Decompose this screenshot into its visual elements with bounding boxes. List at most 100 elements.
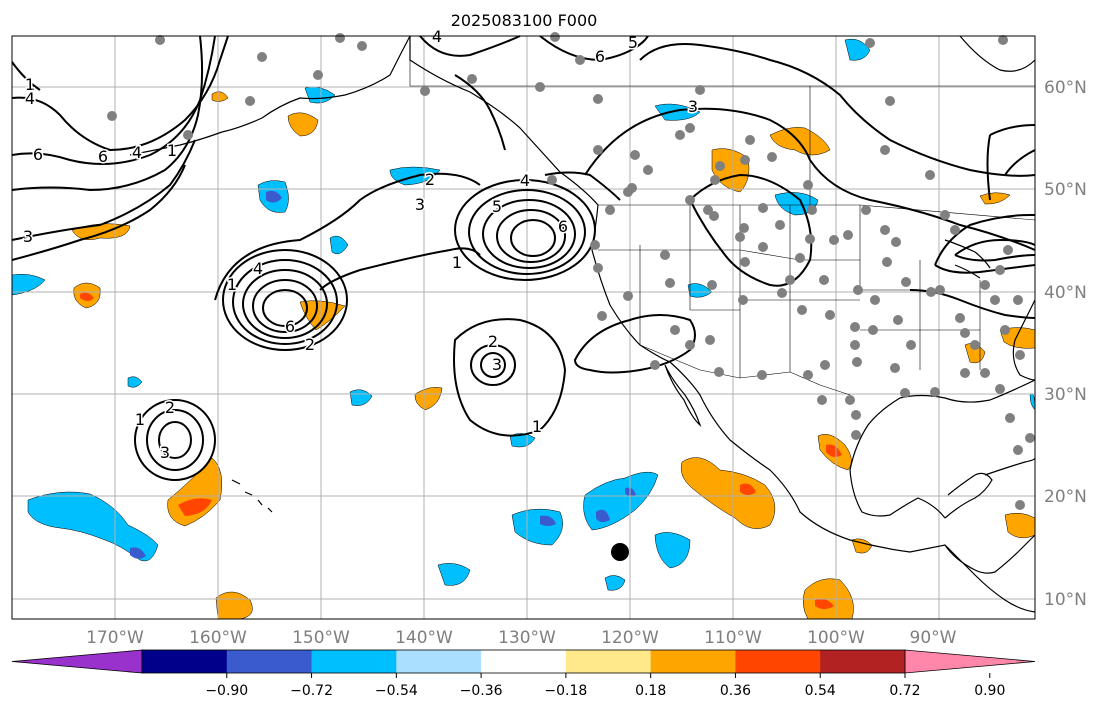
- contour-label: 3: [160, 443, 170, 462]
- lat-label: 10°N: [1044, 590, 1087, 610]
- station-dot: [990, 295, 1000, 305]
- colorbar: −0.90 −0.72 −0.54 −0.36 −0.18 0.18 0.36 0.54 0.7…: [11, 649, 1036, 699]
- station-dot: [1025, 433, 1035, 443]
- aleutian-islands: [129, 131, 223, 156]
- station-dot: [245, 96, 255, 106]
- great-lakes: [944, 239, 991, 279]
- hawaii-islands: [231, 479, 273, 513]
- positive-anomaly-patch: [711, 148, 750, 193]
- station-dot: [715, 161, 725, 171]
- station-dot: [882, 257, 892, 267]
- station-dots: [107, 32, 1035, 510]
- station-dot: [817, 395, 827, 405]
- station-dot: [829, 235, 839, 245]
- station-dot: [758, 203, 768, 213]
- station-dot: [767, 152, 777, 162]
- lon-label: 110°W: [704, 628, 762, 648]
- station-dot: [745, 135, 755, 145]
- station-dot: [930, 387, 940, 397]
- contour-label: 1: [452, 253, 462, 272]
- lon-label: 120°W: [601, 628, 659, 648]
- contour-label: 4: [253, 259, 263, 278]
- colorbar-tick-label: −0.90: [205, 683, 248, 699]
- negative-anomaly-patch: [654, 103, 701, 121]
- strong-positive-anomaly-patch: [740, 483, 756, 495]
- negative-anomaly-patch: [604, 575, 626, 591]
- station-dot: [885, 96, 895, 106]
- station-dot: [675, 130, 685, 140]
- east-coast: [1012, 299, 1036, 381]
- station-dot: [807, 205, 817, 215]
- station-dot: [980, 280, 990, 290]
- station-dot: [593, 94, 603, 104]
- station-dot: [825, 310, 835, 320]
- station-dot: [703, 205, 713, 215]
- station-dot: [685, 340, 695, 350]
- contour-label: 6: [98, 147, 108, 166]
- station-dot: [739, 223, 749, 233]
- station-dot: [107, 111, 117, 121]
- strong-positive-anomaly-patch: [80, 292, 94, 301]
- station-dot: [623, 291, 633, 301]
- contour-label: 6: [285, 317, 295, 336]
- colorbar-segment: [650, 650, 736, 673]
- station-dot: [643, 165, 653, 175]
- colorbar-tick-label: 0.90: [974, 683, 1005, 699]
- station-dot: [870, 295, 880, 305]
- station-dot: [850, 322, 860, 332]
- station-dot: [660, 250, 670, 260]
- anomaly-shading: [11, 38, 1036, 620]
- positive-anomaly-patch: [769, 127, 831, 156]
- contour-label: 5: [492, 197, 502, 216]
- yucatan: [944, 472, 993, 519]
- lon-label: 170°W: [86, 628, 144, 648]
- station-dot: [797, 305, 807, 315]
- station-dot: [890, 363, 900, 373]
- contour-label: 3: [415, 195, 425, 214]
- lon-label: 90°W: [910, 628, 957, 648]
- station-dot: [735, 232, 745, 242]
- lat-label: 60°N: [1044, 78, 1087, 98]
- station-dot: [670, 325, 680, 335]
- negative-anomaly-patch: [127, 376, 143, 388]
- colorbar-segment: [735, 650, 821, 673]
- station-dot: [1015, 350, 1025, 360]
- station-dot: [970, 340, 980, 350]
- station-dot: [650, 360, 660, 370]
- station-dot: [183, 130, 193, 140]
- contour-label: 1: [167, 141, 177, 160]
- lat-label: 30°N: [1044, 385, 1087, 405]
- contour-label: 3: [688, 97, 698, 116]
- gridlines: [12, 36, 1035, 619]
- station-dot: [313, 70, 323, 80]
- negative-anomaly-patch: [844, 38, 871, 61]
- central-america: [944, 544, 1036, 613]
- station-dot: [467, 74, 477, 84]
- station-dot: [955, 313, 965, 323]
- station-dot: [547, 175, 557, 185]
- contour-label: 6: [558, 217, 568, 236]
- station-dot: [357, 41, 367, 51]
- lon-label: 130°W: [498, 628, 556, 648]
- gulf-coast: [849, 379, 1036, 519]
- colorbar-tick-label: 0.72: [889, 683, 920, 699]
- contour-label: 1: [532, 417, 542, 436]
- station-dot: [335, 33, 345, 43]
- contour-label: 1: [135, 410, 145, 429]
- contour-label: 2: [488, 332, 498, 351]
- strong-negative-anomaly-patch: [130, 547, 146, 559]
- station-dot: [665, 278, 675, 288]
- strong-negative-anomaly-patch: [596, 509, 610, 523]
- station-dot: [851, 430, 861, 440]
- strong-positive-anomaly-patch: [178, 498, 212, 516]
- station-dot: [593, 145, 603, 155]
- station-dot: [1015, 500, 1025, 510]
- map-border: [11, 35, 1036, 620]
- station-dot: [868, 325, 878, 335]
- station-dot: [893, 315, 903, 325]
- station-dot: [420, 86, 430, 96]
- station-dot: [775, 220, 785, 230]
- colorbar-extend-max: [904, 649, 1036, 674]
- state-borders: [409, 36, 1036, 396]
